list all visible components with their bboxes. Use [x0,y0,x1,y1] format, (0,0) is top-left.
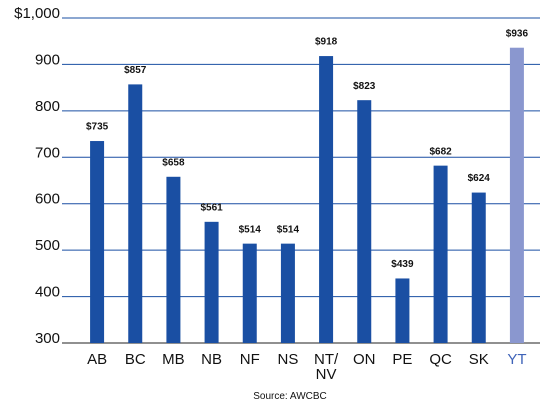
y-tick-label: 700 [35,144,60,161]
bar [280,243,295,343]
x-tick-label: PE [392,351,413,368]
x-tick-label: YT [507,351,527,368]
value-label: $439 [391,259,414,270]
x-tick-label: SK [468,351,489,368]
bar [357,100,372,343]
x-tick-label: NS [277,351,299,368]
y-tick-label: 300 [35,330,60,347]
value-label: $918 [315,37,338,48]
y-tick-label: 600 [35,191,60,208]
y-tick-label: $1,000 [14,5,60,22]
y-tick-label: 400 [35,284,60,301]
bar [242,243,257,343]
value-label: $682 [429,146,452,157]
x-tick-label: ON [353,351,376,368]
bar [471,192,486,343]
value-label: $658 [162,157,185,168]
x-tick-label: QC [429,351,452,368]
value-label: $561 [200,202,223,213]
value-label: $624 [468,173,491,184]
bar [166,176,181,343]
x-tick-label: NB [201,351,222,368]
x-tick-label: MB [162,351,185,368]
bar [395,278,410,343]
value-label: $857 [124,65,147,76]
bar [433,165,448,343]
bar [204,221,219,343]
x-tick-label: AB [87,351,108,368]
value-label: $514 [239,224,262,235]
y-tick-label: 800 [35,98,60,115]
y-tick-label: 500 [35,237,60,254]
value-label: $823 [353,81,376,92]
x-tick-label: NT/ NV [313,351,339,383]
value-label: $936 [506,28,529,39]
y-tick-label: 900 [35,51,60,68]
bar [509,47,524,343]
value-label: $514 [277,224,300,235]
bar [128,84,143,344]
x-tick-label: BC [124,351,146,368]
value-label: $735 [86,122,109,133]
bar [90,141,105,343]
source-note: Source: AWCBC [253,391,327,402]
bar [319,56,334,343]
x-tick-label: NF [239,351,260,368]
